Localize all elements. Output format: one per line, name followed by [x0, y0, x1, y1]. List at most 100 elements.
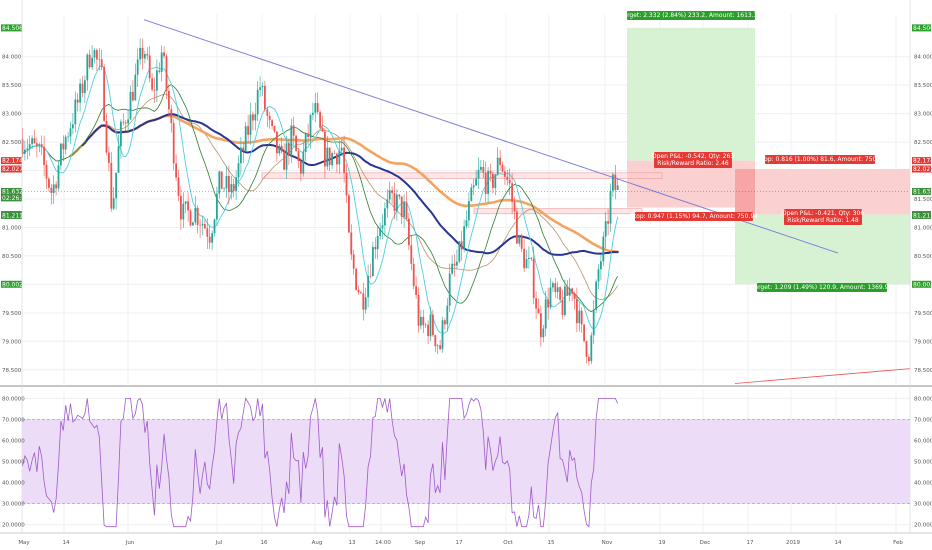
- candle-body: [163, 52, 165, 57]
- rsi-tick-label-left: 80.0000: [2, 396, 25, 402]
- candle-body: [290, 125, 293, 156]
- candle-body: [115, 172, 117, 199]
- candle-body: [72, 124, 74, 129]
- candle-body: [403, 202, 405, 217]
- candle-body: [532, 258, 535, 299]
- candle-body: [568, 288, 571, 296]
- candle-body: [453, 263, 456, 266]
- candle-body: [124, 122, 127, 124]
- candle-body: [208, 236, 211, 243]
- candle-body: [484, 172, 487, 194]
- candle-body: [117, 146, 120, 173]
- open-pl-short-box: [654, 152, 732, 168]
- y-tick-label-right: 78.500: [914, 368, 932, 374]
- candle-body: [187, 201, 189, 211]
- price-marker-left-label: 81.632: [2, 188, 23, 195]
- price-marker-right: [912, 280, 931, 288]
- x-tick-label: May: [18, 540, 30, 546]
- candle-body: [204, 223, 206, 229]
- candle-body: [139, 47, 141, 60]
- candle-body: [561, 299, 564, 315]
- candle-body: [381, 225, 384, 229]
- y-tick-label-right: 84.000: [914, 55, 932, 61]
- candle-body: [456, 261, 458, 266]
- candle-body: [81, 83, 84, 93]
- candle-body: [148, 55, 151, 79]
- price-marker-right: [912, 24, 931, 32]
- candle-body: [585, 341, 588, 357]
- price-marker-right: [912, 187, 931, 195]
- candle-body: [504, 171, 506, 177]
- y-tick-label-left: 82.500: [2, 140, 22, 146]
- candle-body: [184, 201, 187, 204]
- candle-body: [220, 171, 223, 189]
- candle-body: [552, 283, 554, 288]
- open-pl-long-box: [784, 209, 862, 225]
- candle-body: [103, 66, 105, 121]
- candle-body: [57, 165, 60, 189]
- x-tick-label: Jun: [125, 540, 135, 546]
- candle-body: [230, 184, 233, 193]
- candle-body: [172, 123, 175, 164]
- candle-body: [379, 228, 381, 236]
- candle-body: [372, 246, 374, 277]
- candle-body: [177, 177, 180, 196]
- candle-body: [213, 219, 216, 234]
- candle-body: [28, 144, 31, 149]
- candle-body: [523, 248, 525, 269]
- candle-body: [52, 184, 55, 194]
- candle-body: [396, 194, 398, 211]
- candle-body: [110, 162, 113, 209]
- x-tick-label: 14:00: [375, 540, 391, 546]
- candle-body: [556, 287, 559, 293]
- y-tick-label-right: 79.000: [914, 339, 932, 345]
- candle-body: [607, 221, 609, 224]
- candle-body: [338, 150, 341, 165]
- rsi-tick-label-right: 50.0000: [914, 460, 932, 466]
- candle-body: [45, 164, 48, 179]
- short-loss-zone: [735, 169, 910, 215]
- target-short-box: [757, 283, 887, 292]
- y-tick-label-right: 83.000: [914, 112, 932, 118]
- candle-body: [153, 89, 156, 91]
- candles: [21, 38, 619, 366]
- candle-body: [218, 171, 221, 194]
- candle-body: [50, 187, 53, 194]
- candle-body: [175, 163, 177, 178]
- candle-body: [374, 246, 377, 250]
- candle-body: [168, 90, 170, 110]
- candle-body: [398, 194, 401, 197]
- candle-body: [420, 316, 422, 326]
- candle-body: [21, 139, 24, 154]
- candle-body: [232, 184, 235, 191]
- candle-body: [410, 245, 413, 264]
- candle-body: [612, 174, 614, 191]
- candle-body: [333, 153, 336, 154]
- price-marker-left: [1, 187, 22, 195]
- candle-body: [537, 308, 540, 314]
- price-marker-left-label: 82.027: [2, 166, 23, 173]
- candle-body: [357, 289, 360, 293]
- rsi-tick-label-left: 20.0000: [2, 523, 25, 529]
- candle-body: [326, 147, 329, 167]
- price-marker-right-label: 81.211: [913, 212, 932, 219]
- ma-cyan-line: [22, 64, 619, 334]
- candle-body: [36, 143, 38, 146]
- y-tick-label-right: 80.500: [914, 254, 932, 260]
- candle-body: [69, 128, 72, 137]
- rsi-tick-label-right: 70.0000: [914, 417, 932, 423]
- price-marker-right-label: 84.506: [913, 25, 932, 32]
- candle-body: [309, 114, 312, 137]
- candle-body: [98, 59, 101, 60]
- candle-body: [448, 273, 451, 306]
- candle-body: [40, 144, 43, 148]
- candle-body: [295, 135, 297, 152]
- price-marker-right: [912, 165, 931, 173]
- rsi-tick-label-left: 70.0000: [2, 417, 25, 423]
- candle-body: [192, 222, 194, 226]
- candle-body: [26, 148, 29, 150]
- candle-body: [67, 136, 69, 138]
- candle-body: [86, 54, 89, 81]
- candle-body: [84, 80, 86, 93]
